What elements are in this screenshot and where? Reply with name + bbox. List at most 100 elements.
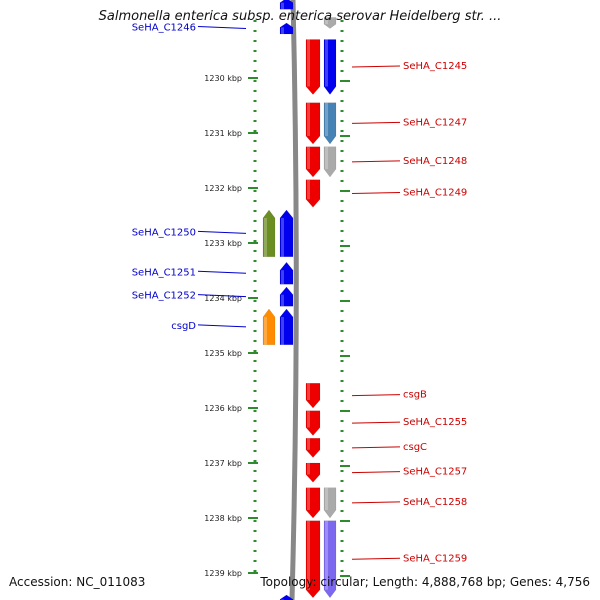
leader-line [351, 557, 401, 560]
gene-arrow[interactable] [262, 308, 276, 345]
gene-arrow-shine [307, 146, 310, 169]
gene-labels[interactable]: SeHA_C1246 SeHA_C1245 SeHA_C1247 SeHA_C1248… [132, 23, 468, 565]
gene-arrow-shine [307, 410, 310, 428]
gene-label-csgD[interactable]: csgD [171, 321, 196, 332]
gene-arrow[interactable] [279, 0, 294, 10]
gene-arrow-shine [325, 146, 328, 169]
leader-line [197, 230, 247, 234]
gene-arrow-SeHA_C1258[interactable] [305, 487, 321, 519]
gene-arrow-shine [307, 520, 310, 590]
tick-label: 1230 kbp [204, 74, 242, 83]
gene-arrow[interactable] [279, 594, 294, 600]
gene-label-SeHA_C1248[interactable]: SeHA_C1248 [403, 156, 467, 167]
gene-arrow-shine [281, 317, 284, 345]
gene-arrow-csgD[interactable] [279, 308, 294, 345]
gene-label-SeHA_C1259[interactable]: SeHA_C1259 [403, 553, 467, 564]
leader-line [351, 471, 401, 474]
leader-line [197, 26, 247, 29]
gene-arrow-shine [307, 39, 310, 87]
gene-arrow-shine [307, 463, 310, 475]
gene-arrow[interactable] [323, 520, 337, 599]
topology-text: Topology: circular; Length: 4,888,768 bp… [260, 575, 590, 589]
gene-label-SeHA_C1247[interactable]: SeHA_C1247 [403, 117, 467, 128]
gene-label-csgB[interactable]: csgB [403, 390, 427, 401]
gene-arrow-shine [281, 270, 284, 285]
gene-arrow-shine [307, 383, 310, 400]
gene-arrow-shine [325, 487, 328, 510]
gene-arrow[interactable] [323, 102, 337, 145]
gene-label-SeHA_C1257[interactable]: SeHA_C1257 [403, 467, 467, 478]
gene-label-SeHA_C1249[interactable]: SeHA_C1249 [403, 188, 467, 199]
leader-line [351, 501, 401, 504]
gene-arrow-shine [325, 39, 328, 87]
tick-label: 1237 kbp [204, 459, 242, 468]
gene-arrow-shine [281, 27, 284, 34]
gene-arrow-SeHA_C1259[interactable] [305, 520, 321, 599]
leader-line [197, 324, 247, 328]
gene-arrow-shine [281, 294, 284, 307]
gene-arrow-SeHA_C1255[interactable] [305, 410, 321, 436]
tick-label: 1236 kbp [204, 404, 242, 413]
gene-arrow-shine [281, 2, 284, 10]
gene-arrow-shine [307, 487, 310, 510]
backbone-line [289, 0, 299, 600]
leader-line [351, 65, 401, 68]
gene-label-SeHA_C1255[interactable]: SeHA_C1255 [403, 417, 467, 428]
leader-line [351, 121, 401, 124]
tick-label: 1232 kbp [204, 184, 242, 193]
gene-arrow-SeHA_C1250[interactable] [279, 209, 294, 257]
gene-label-SeHA_C1250[interactable]: SeHA_C1250 [132, 227, 196, 238]
gene-arrow-SeHA_C1257[interactable] [305, 462, 321, 483]
accession-text: Accession: NC_011083 [9, 575, 146, 589]
gene-arrow-shine [281, 218, 284, 257]
gene-label-csgC[interactable]: csgC [403, 442, 427, 453]
gene-arrow[interactable] [323, 17, 337, 29]
gene-arrow-shine [325, 520, 328, 590]
gene-arrow-SeHA_C1246[interactable] [279, 22, 294, 35]
gene-features[interactable] [262, 0, 337, 600]
tick-label: 1234 kbp [204, 294, 242, 303]
map-title: Salmonella enterica subsp. enterica sero… [98, 9, 502, 24]
gene-arrow-shine [264, 218, 267, 257]
kbp-scale: 1230 kbp 1231 kbp 1232 kbp 1233 kbp 1234 kbp… [204, 74, 350, 578]
gene-arrow-shine [264, 317, 267, 345]
gene-arrow-shine [325, 17, 328, 25]
tick-label: 1239 kbp [204, 569, 242, 578]
gene-arrow-SeHA_C1252[interactable] [279, 286, 294, 307]
gene-arrow-SeHA_C1248[interactable] [305, 146, 321, 178]
leader-line [351, 421, 401, 424]
gene-arrow[interactable] [323, 146, 337, 178]
tick-label: 1231 kbp [204, 129, 242, 138]
gene-arrow[interactable] [323, 487, 337, 519]
gene-arrow-shine [307, 438, 310, 450]
tick-label: 1233 kbp [204, 239, 242, 248]
label-leader-lines [197, 26, 401, 560]
gene-arrow[interactable] [323, 39, 337, 95]
genome-backbone [289, 0, 299, 600]
gene-arrow-shine [325, 102, 328, 136]
tick-label: 1235 kbp [204, 349, 242, 358]
gene-arrow-SeHA_C1251[interactable] [279, 261, 294, 285]
tick-label: 1238 kbp [204, 514, 242, 523]
gene-label-SeHA_C1251[interactable]: SeHA_C1251 [132, 267, 196, 278]
leader-line [351, 160, 401, 163]
leader-line [351, 446, 401, 449]
gene-arrow[interactable] [262, 209, 276, 257]
gene-arrow-SeHA_C1247[interactable] [305, 102, 321, 145]
gene-arrow-csgB[interactable] [305, 383, 321, 409]
leader-line [197, 294, 247, 298]
gene-arrow-SeHA_C1245[interactable] [305, 39, 321, 95]
gene-label-SeHA_C1246[interactable]: SeHA_C1246 [132, 23, 196, 34]
gene-arrow-csgC[interactable] [305, 438, 321, 458]
gene-label-SeHA_C1245[interactable]: SeHA_C1245 [403, 61, 467, 72]
gene-label-SeHA_C1252[interactable]: SeHA_C1252 [132, 291, 196, 302]
gene-label-SeHA_C1258[interactable]: SeHA_C1258 [403, 497, 467, 508]
leader-line [351, 192, 401, 194]
gene-arrow-SeHA_C1249[interactable] [305, 179, 321, 208]
gene-arrow-shine [307, 102, 310, 136]
gene-arrow-shine [307, 179, 310, 200]
leader-line [351, 394, 401, 397]
leader-line [197, 270, 247, 274]
